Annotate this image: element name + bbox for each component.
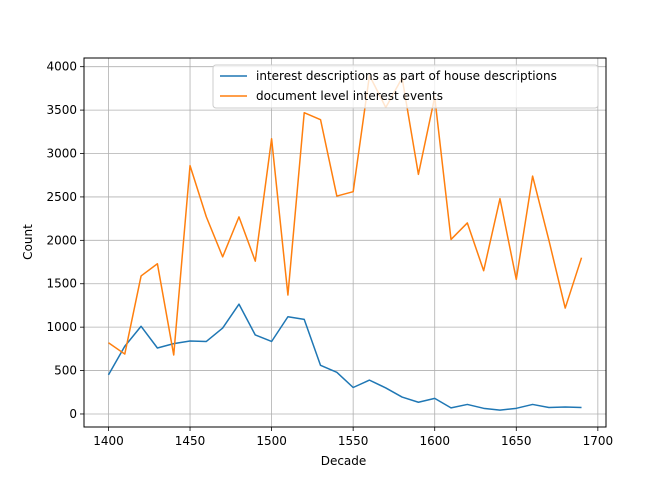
x-tick-label: 1550 xyxy=(338,434,369,448)
x-tick-label: 1400 xyxy=(93,434,124,448)
legend-label-2: document level interest events xyxy=(256,89,443,103)
legend: interest descriptions as part of house d… xyxy=(212,64,599,109)
y-tick-label: 1500 xyxy=(46,277,77,291)
legend-label-1: interest descriptions as part of house d… xyxy=(256,69,557,83)
axis-ticks: 1400 1450 1500 1550 1600 1650 1700 0 500 1000 1500… xyxy=(46,60,613,448)
x-tick-label: 1500 xyxy=(256,434,287,448)
y-tick-label: 4000 xyxy=(46,60,77,74)
plot-frame xyxy=(83,57,607,428)
legend-box xyxy=(212,64,599,109)
series-line-2 xyxy=(108,74,583,356)
y-tick-label: 2500 xyxy=(46,190,77,204)
y-tick-label: 0 xyxy=(69,407,77,421)
grid-lines xyxy=(84,58,606,427)
y-tick-label: 2000 xyxy=(46,233,77,247)
y-axis-title: Count xyxy=(21,224,35,260)
x-axis-title: Decade xyxy=(321,454,367,468)
y-tick-label: 3000 xyxy=(46,147,77,161)
series-layer xyxy=(107,74,583,411)
y-tick-label: 1000 xyxy=(46,320,77,334)
x-tick-label: 1650 xyxy=(501,434,532,448)
y-tick-label: 500 xyxy=(54,364,77,378)
y-tick-label: 3500 xyxy=(46,103,77,117)
series-line-1 xyxy=(107,303,582,411)
x-tick-label: 1600 xyxy=(419,434,450,448)
x-tick-label: 1700 xyxy=(583,434,614,448)
x-tick-label: 1450 xyxy=(175,434,206,448)
